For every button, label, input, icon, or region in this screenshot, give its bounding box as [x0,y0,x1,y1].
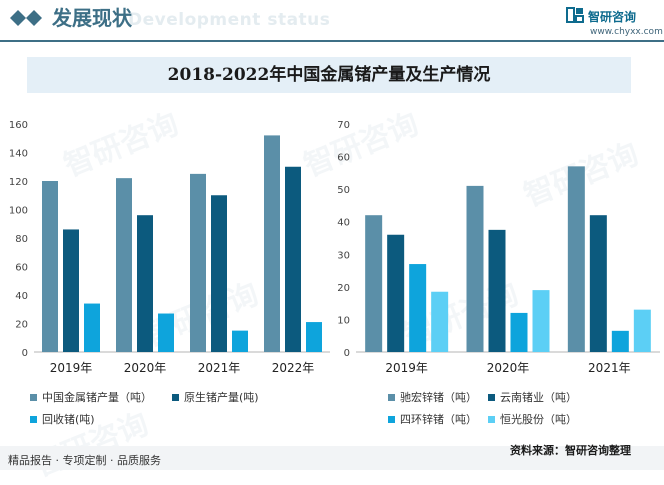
bar [567,166,585,352]
bar [137,215,153,352]
y-tick-label: 0 [344,348,350,359]
y-tick-label: 0 [22,348,28,359]
y-tick-label: 40 [337,218,350,229]
x-tick-label: 2020年 [124,361,167,375]
y-tick-label: 10 [337,315,350,326]
bar [365,215,383,352]
page-title: 发展现状 [52,6,132,30]
y-tick-label: 60 [15,263,28,274]
chart-title: 2018-2022年中国金属锗产量及生产情况 [167,65,491,85]
legend-label: 原生锗产量(吨) [184,391,259,404]
header-subtitle: Development status [128,10,331,30]
legend-item: 驰宏锌锗（吨） [388,389,477,405]
x-tick-label: 2019年 [385,361,428,375]
bar [611,330,629,352]
bar [285,166,301,352]
bar [532,290,550,352]
y-tick-label: 20 [337,283,350,294]
chart-left: 0 20 40 60 80 100 120 140 160 2019年 2020年 2021年 2022… [9,120,330,375]
bar [306,322,322,352]
legend-item: 原生锗产量(吨) [172,389,259,405]
bar [589,215,607,352]
legend-swatch [388,415,395,423]
y-tick-label: 60 [337,153,350,164]
bar [116,178,132,352]
x-tick-label: 2021年 [588,361,631,375]
bar [510,312,528,352]
legend-label: 中国金属锗产量（吨） [42,391,152,404]
y-tick-label: 20 [15,320,28,331]
x-tick-label: 2020年 [487,361,530,375]
y-tick-label: 160 [9,120,28,131]
y-tick-label: 120 [9,177,28,188]
bar [409,264,427,352]
x-tick-label: 2022年 [272,361,315,375]
brand-logo-icon [566,7,584,23]
chart-right: 0 10 20 30 40 50 60 70 2019年 2020年 2021年 [337,120,660,375]
legend-label: 云南锗业（吨） [500,391,577,404]
bar [387,234,405,352]
bar [84,303,100,352]
legend-label: 恒光股份（吨） [500,413,577,426]
bar [63,229,79,352]
footer-tagline: 精品报告 · 专项定制 · 品质服务 [8,454,161,467]
legend-item: 恒光股份（吨） [488,411,577,427]
legend-swatch [488,393,495,401]
diamond-icon [10,10,42,26]
source-note: 资料来源：智研咨询整理 [510,444,631,457]
legend-swatch [172,393,179,401]
header-divider [0,40,664,42]
legend-swatch [30,393,37,401]
title-band [27,57,631,93]
y-tick-label: 70 [337,120,350,131]
y-tick-label: 140 [9,149,28,160]
y-tick-label: 100 [9,206,28,217]
legend-item: 中国金属锗产量（吨） [30,389,152,405]
y-tick-label: 50 [337,185,350,196]
bar [431,291,449,352]
y-tick-label: 40 [15,291,28,302]
brand-url: www.chyxx.com [590,27,663,37]
legend-label: 回收锗(吨) [42,413,95,426]
bar [158,313,174,352]
x-tick-label: 2019年 [50,361,93,375]
legend-label: 驰宏锌锗（吨） [400,391,477,404]
legend-swatch [30,415,37,423]
bar [488,229,506,352]
legend-label: 四环锌锗（吨） [400,413,477,426]
legend-item: 云南锗业（吨） [488,389,577,405]
y-tick-label: 30 [337,250,350,261]
legend-swatch [488,415,495,423]
bar [190,173,206,352]
brand-name: 智研咨询 [588,10,637,24]
legend-item: 回收锗(吨) [30,411,95,427]
bar [211,195,227,352]
bar [42,181,58,352]
header [0,0,664,40]
y-tick-label: 80 [15,234,28,245]
x-tick-label: 2021年 [198,361,241,375]
legend-item: 四环锌锗（吨） [388,411,477,427]
bar [466,185,484,352]
bar [232,330,248,352]
legend-swatch [388,393,395,401]
bar [633,309,651,352]
bar [264,135,280,352]
footer [0,446,664,470]
